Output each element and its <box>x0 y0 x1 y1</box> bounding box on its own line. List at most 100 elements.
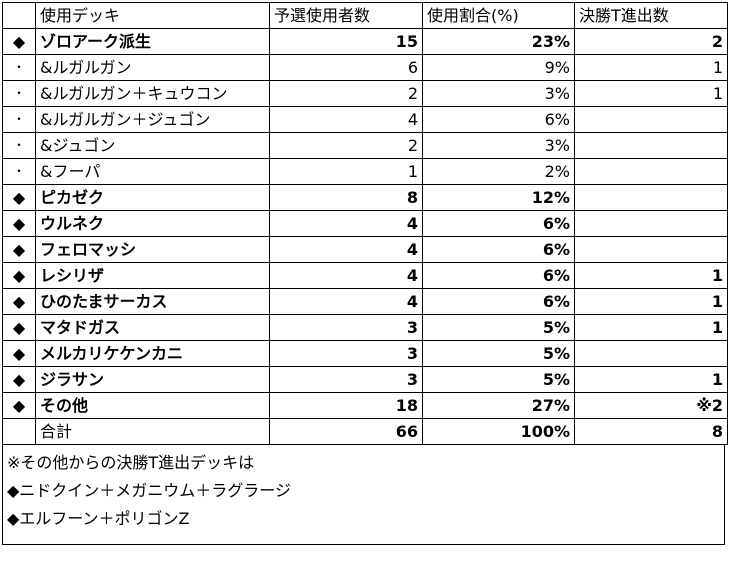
row-mark: ・ <box>2 158 36 185</box>
total-ratio: 100% <box>422 418 575 445</box>
row-usage-ratio: 5% <box>422 340 575 367</box>
note-line: ◆ニドクイン＋メガニウム＋ラグラージ <box>7 481 291 500</box>
row-usage-ratio: 27% <box>422 392 575 419</box>
row-deck-name: &ルガルガン＋ジュゴン <box>35 106 270 133</box>
row-deck-name: フェロマッシ <box>35 236 270 263</box>
table-row: ・ &ルガルガン 6 9% 1 <box>2 54 728 81</box>
row-top-cut: 1 <box>574 54 728 81</box>
table-row: ◆ ひのたまサーカス 4 6% 1 <box>2 288 728 315</box>
row-mark: ◆ <box>2 392 36 419</box>
row-usage-ratio: 5% <box>422 366 575 393</box>
row-mark: ・ <box>2 54 36 81</box>
header-deck: 使用デッキ <box>35 2 270 29</box>
table-row: ・ &ルガルガン＋ジュゴン 4 6% <box>2 106 728 133</box>
row-prelim-users: 6 <box>269 54 423 81</box>
row-prelim-users: 4 <box>269 236 423 263</box>
row-usage-ratio: 2% <box>422 158 575 185</box>
total-row: 合計 66 100% 8 <box>2 418 728 445</box>
row-mark: ◆ <box>2 184 36 211</box>
row-usage-ratio: 3% <box>422 132 575 159</box>
table-row: ◆ ゾロアーク派生 15 23% 2 <box>2 28 728 55</box>
row-top-cut: 1 <box>574 314 728 341</box>
table-row: ◆ メルカリケケンカニ 3 5% <box>2 340 728 367</box>
row-mark: ◆ <box>2 236 36 263</box>
row-mark: ◆ <box>2 28 36 55</box>
row-top-cut <box>574 210 728 237</box>
row-top-cut <box>574 132 728 159</box>
row-top-cut: 1 <box>574 288 728 315</box>
deck-rows: ◆ ゾロアーク派生 15 23% 2 ・ &ルガルガン 6 9% 1 ・ &ルガルガン＋キュウコン 2 3… <box>2 28 728 419</box>
row-usage-ratio: 6% <box>422 262 575 289</box>
row-deck-name: ゾロアーク派生 <box>35 28 270 55</box>
row-top-cut <box>574 236 728 263</box>
row-top-cut: 1 <box>574 80 728 107</box>
row-prelim-users: 4 <box>269 210 423 237</box>
note-line: ※その他からの決勝T進出デッキは <box>7 453 255 472</box>
row-prelim-users: 2 <box>269 132 423 159</box>
row-prelim-users: 18 <box>269 392 423 419</box>
row-deck-name: &ルガルガン <box>35 54 270 81</box>
table-row: ◆ その他 18 27% ※2 <box>2 392 728 419</box>
row-top-cut: 1 <box>574 262 728 289</box>
row-prelim-users: 4 <box>269 288 423 315</box>
row-top-cut <box>574 106 728 133</box>
row-usage-ratio: 9% <box>422 54 575 81</box>
table-row: ◆ ウルネク 4 6% <box>2 210 728 237</box>
row-deck-name: メルカリケケンカニ <box>35 340 270 367</box>
row-top-cut <box>574 340 728 367</box>
table-row: ◆ ジラサン 3 5% 1 <box>2 366 728 393</box>
row-usage-ratio: 3% <box>422 80 575 107</box>
row-deck-name: マタドガス <box>35 314 270 341</box>
deck-usage-table: 使用デッキ 予選使用者数 使用割合(%) 決勝T進出数 ◆ ゾロアーク派生 15 23… <box>2 2 728 445</box>
row-usage-ratio: 6% <box>422 236 575 263</box>
row-top-cut <box>574 158 728 185</box>
row-mark: ・ <box>2 80 36 107</box>
row-deck-name: ひのたまサーカス <box>35 288 270 315</box>
total-mark <box>2 418 36 445</box>
row-deck-name: &ルガルガン＋キュウコン <box>35 80 270 107</box>
header-row: 使用デッキ 予選使用者数 使用割合(%) 決勝T進出数 <box>2 2 728 29</box>
row-prelim-users: 1 <box>269 158 423 185</box>
table-row: ◆ ピカゼク 8 12% <box>2 184 728 211</box>
header-usage-ratio: 使用割合(%) <box>422 2 575 29</box>
table-row: ・ &フーパ 1 2% <box>2 158 728 185</box>
row-mark: ◆ <box>2 366 36 393</box>
row-prelim-users: 8 <box>269 184 423 211</box>
row-prelim-users: 3 <box>269 366 423 393</box>
total-top: 8 <box>574 418 728 445</box>
row-mark: ◆ <box>2 288 36 315</box>
table-row: ◆ フェロマッシ 4 6% <box>2 236 728 263</box>
row-usage-ratio: 6% <box>422 106 575 133</box>
row-prelim-users: 3 <box>269 340 423 367</box>
row-usage-ratio: 6% <box>422 288 575 315</box>
deck-usage-sheet: 使用デッキ 予選使用者数 使用割合(%) 決勝T進出数 ◆ ゾロアーク派生 15 23… <box>2 2 728 545</box>
row-usage-ratio: 5% <box>422 314 575 341</box>
row-prelim-users: 4 <box>269 106 423 133</box>
total-prelim: 66 <box>269 418 423 445</box>
row-mark: ◆ <box>2 210 36 237</box>
row-top-cut: ※2 <box>574 392 728 419</box>
row-prelim-users: 4 <box>269 262 423 289</box>
row-deck-name: &フーパ <box>35 158 270 185</box>
table-row: ◆ マタドガス 3 5% 1 <box>2 314 728 341</box>
row-usage-ratio: 12% <box>422 184 575 211</box>
row-mark: ・ <box>2 132 36 159</box>
header-mark <box>2 2 36 29</box>
row-deck-name: その他 <box>35 392 270 419</box>
total-label: 合計 <box>35 418 270 445</box>
row-mark: ◆ <box>2 340 36 367</box>
row-top-cut: 1 <box>574 366 728 393</box>
row-mark: ◆ <box>2 262 36 289</box>
row-top-cut: 2 <box>574 28 728 55</box>
notes-box: ※その他からの決勝T進出デッキは ◆ニドクイン＋メガニウム＋ラグラージ ◆エルフ… <box>2 445 725 545</box>
row-deck-name: ピカゼク <box>35 184 270 211</box>
row-deck-name: &ジュゴン <box>35 132 270 159</box>
row-prelim-users: 3 <box>269 314 423 341</box>
header-prelim-users: 予選使用者数 <box>269 2 423 29</box>
table-row: ◆ レシリザ 4 6% 1 <box>2 262 728 289</box>
header-top-cut: 決勝T進出数 <box>574 2 728 29</box>
table-row: ・ &ジュゴン 2 3% <box>2 132 728 159</box>
row-deck-name: レシリザ <box>35 262 270 289</box>
row-deck-name: ウルネク <box>35 210 270 237</box>
row-mark: ◆ <box>2 314 36 341</box>
